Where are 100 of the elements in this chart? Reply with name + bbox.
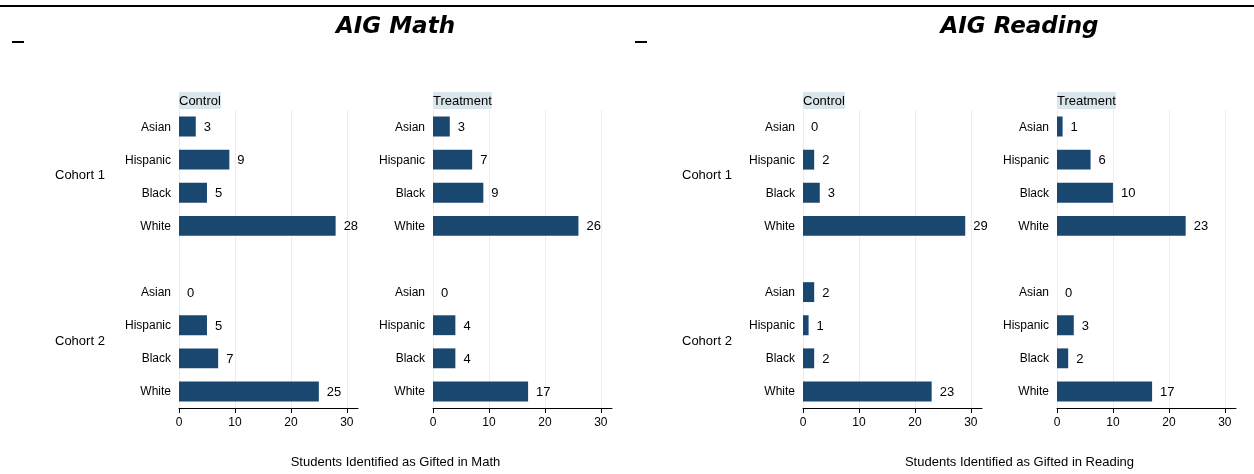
data-label: 2 xyxy=(822,284,830,300)
chart-title: Control xyxy=(803,93,846,108)
data-label: 1 xyxy=(816,317,824,333)
bar xyxy=(803,149,815,170)
y-tick-label: Black xyxy=(765,351,796,366)
data-label: 9 xyxy=(491,185,499,201)
bar xyxy=(1057,381,1153,402)
y-tick-label: Asian xyxy=(1018,285,1049,300)
x-tick-label: 20 xyxy=(284,415,298,429)
x-tick-label: 0 xyxy=(799,415,807,429)
x-tick-label: 20 xyxy=(908,415,922,429)
y-tick-label: Black xyxy=(1019,185,1050,200)
bar xyxy=(433,348,456,369)
bar xyxy=(803,182,820,203)
y-tick-label: Asian xyxy=(1018,119,1049,134)
y-tick-label: Black xyxy=(395,351,426,366)
data-label: 1 xyxy=(1070,119,1078,135)
bar xyxy=(179,348,219,369)
bar xyxy=(179,182,207,203)
y-tick-label: White xyxy=(764,218,796,233)
chart-title: Treatment xyxy=(433,93,493,108)
data-label: 5 xyxy=(214,317,223,333)
bar xyxy=(803,215,966,236)
x-tick-label: 0 xyxy=(175,415,183,429)
data-label: 2 xyxy=(1076,350,1084,366)
y-tick-label: Hispanic xyxy=(378,152,425,167)
y-tick-label: Hispanic xyxy=(748,152,795,167)
bar xyxy=(803,282,815,303)
bar xyxy=(1057,315,1074,336)
x-tick-label: 20 xyxy=(1162,415,1176,429)
y-tick-label: Hispanic xyxy=(124,152,171,167)
bar xyxy=(433,315,456,336)
chart-title: Treatment xyxy=(1057,93,1117,108)
data-label: 3 xyxy=(203,119,212,135)
text: Cohort 1 xyxy=(682,167,732,183)
chart-title: Control xyxy=(179,93,222,108)
y-tick-label: Hispanic xyxy=(1002,152,1049,167)
bar xyxy=(1057,182,1113,203)
y-tick-label: White xyxy=(394,384,426,399)
data-label: 0 xyxy=(441,284,449,300)
data-label: 25 xyxy=(326,383,342,399)
data-label: 3 xyxy=(1081,317,1090,333)
y-tick-label: White xyxy=(764,384,796,399)
y-tick-label: White xyxy=(1018,218,1050,233)
data-label: 7 xyxy=(226,350,234,366)
bar xyxy=(179,215,336,236)
data-label: 3 xyxy=(457,119,466,135)
x-tick-label: 10 xyxy=(228,415,242,429)
y-tick-label: Asian xyxy=(394,285,425,300)
y-tick-label: Black xyxy=(141,185,172,200)
x-tick-label: 20 xyxy=(538,415,552,429)
y-tick-label: Asian xyxy=(764,119,795,134)
data-label: 10 xyxy=(1120,185,1136,201)
bar xyxy=(179,381,319,402)
text: Cohort 1 xyxy=(55,167,105,183)
x-tick-label: 30 xyxy=(1218,415,1232,429)
data-label: 3 xyxy=(827,185,836,201)
y-tick-label: Black xyxy=(1019,351,1050,366)
text: Cohort 2 xyxy=(55,332,105,348)
y-tick-label: Black xyxy=(141,351,172,366)
bar xyxy=(179,315,207,336)
x-tick-label: 30 xyxy=(594,415,608,429)
y-tick-label: Black xyxy=(765,185,796,200)
y-tick-label: Asian xyxy=(140,119,171,134)
bar xyxy=(1057,116,1063,137)
data-label: 28 xyxy=(343,218,359,234)
x-tick-label: 0 xyxy=(429,415,437,429)
bar xyxy=(433,149,473,170)
x-tick-label: 10 xyxy=(1106,415,1120,429)
data-label: 26 xyxy=(586,218,601,234)
y-tick-label: Asian xyxy=(140,285,171,300)
data-label: 0 xyxy=(811,119,819,135)
y-tick-label: White xyxy=(1018,384,1050,399)
data-label: 17 xyxy=(536,383,551,399)
data-label: 4 xyxy=(463,317,471,333)
x-tick-label: 0 xyxy=(1053,415,1061,429)
bar xyxy=(803,315,809,336)
y-tick-label: White xyxy=(140,218,172,233)
data-label: 17 xyxy=(1160,383,1175,399)
x-tick-label: 30 xyxy=(340,415,354,429)
bar xyxy=(433,215,579,236)
data-label: 2 xyxy=(822,350,830,366)
y-tick-label: Black xyxy=(395,185,426,200)
bar xyxy=(803,348,815,369)
y-tick-label: White xyxy=(394,218,426,233)
data-label: 23 xyxy=(1193,218,1209,234)
data-label: 9 xyxy=(237,152,245,168)
x-axis-title: Students Identified as Gifted in Reading xyxy=(903,454,1136,469)
bar xyxy=(1057,215,1186,236)
bar xyxy=(179,116,196,137)
bar xyxy=(433,116,450,137)
data-label: 0 xyxy=(1065,284,1073,300)
x-tick-label: 10 xyxy=(482,415,496,429)
data-label: 4 xyxy=(463,350,471,366)
y-tick-label: Asian xyxy=(764,285,795,300)
bar xyxy=(1057,348,1069,369)
x-tick-label: 10 xyxy=(852,415,866,429)
y-tick-label: Asian xyxy=(394,119,425,134)
bar xyxy=(803,381,932,402)
y-tick-label: Hispanic xyxy=(378,318,425,333)
